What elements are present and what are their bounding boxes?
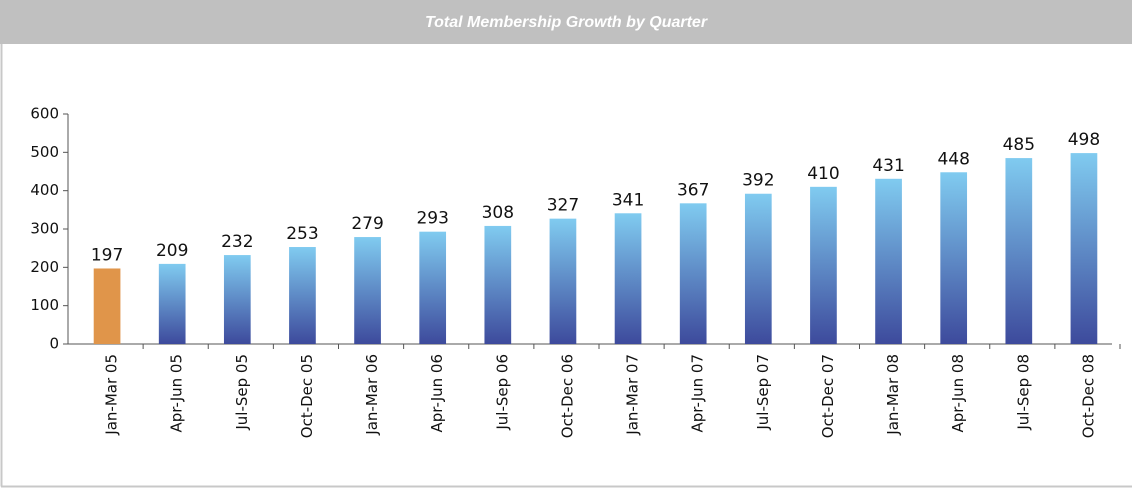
- value-label: 232: [221, 232, 253, 252]
- header-bar: [0, 0, 1132, 44]
- bar: [679, 203, 707, 344]
- x-tick-label: Oct-Dec 08: [1079, 354, 1097, 438]
- bar: [875, 178, 902, 344]
- value-label: 279: [351, 214, 383, 234]
- x-tick-label: Jul-Sep 07: [754, 354, 772, 431]
- value-label: 367: [677, 180, 709, 200]
- x-tick-label: Oct-Dec 05: [298, 354, 316, 438]
- x-tick-label: Oct-Dec 07: [819, 354, 837, 438]
- value-label: 431: [872, 156, 904, 176]
- bar: [93, 268, 121, 344]
- bar: [614, 213, 642, 344]
- x-tick-label: Jan-Mar 05: [103, 354, 121, 436]
- bar: [289, 247, 316, 344]
- value-label: 327: [547, 196, 579, 216]
- y-tick-label: 400: [30, 181, 59, 199]
- value-label: 410: [807, 164, 839, 184]
- value-label: 341: [612, 190, 644, 210]
- x-tick-label: Jul-Sep 08: [1014, 354, 1032, 431]
- x-tick-label: Jan-Mar 07: [624, 354, 642, 436]
- value-label: 293: [416, 209, 448, 229]
- x-tick-label: Apr-Jun 05: [168, 354, 186, 433]
- y-tick-label: 500: [30, 143, 59, 161]
- value-label: 448: [937, 149, 969, 169]
- x-tick-label: Jul-Sep 05: [233, 354, 251, 431]
- bar: [810, 186, 837, 344]
- y-tick-label: 200: [30, 258, 59, 276]
- bar: [419, 231, 447, 344]
- bar: [223, 255, 251, 344]
- value-label: 392: [742, 171, 774, 191]
- x-tick-label: Apr-Jun 07: [689, 354, 707, 433]
- bar: [1070, 153, 1098, 344]
- x-tick-label: Jan-Mar 06: [363, 354, 381, 436]
- y-tick-label: 300: [30, 220, 59, 238]
- value-label: 308: [482, 203, 514, 223]
- value-label: 197: [91, 245, 123, 265]
- value-label: 209: [156, 241, 188, 261]
- bar: [158, 263, 186, 344]
- bar: [744, 193, 772, 344]
- x-tick-label: Apr-Jun 06: [428, 354, 446, 433]
- chart-title: Total Membership Growth by Quarter: [425, 14, 708, 31]
- bar: [354, 237, 381, 344]
- value-label: 498: [1068, 130, 1100, 150]
- x-tick-label: Jul-Sep 06: [493, 354, 511, 431]
- x-tick-label: Apr-Jun 08: [949, 354, 967, 433]
- y-tick-label: 600: [30, 105, 59, 123]
- value-label: 485: [1003, 135, 1035, 155]
- bar: [484, 225, 512, 344]
- y-tick-label: 0: [49, 335, 59, 353]
- bar: [549, 218, 577, 344]
- x-tick-label: Jan-Mar 08: [884, 354, 902, 436]
- y-tick-label: 100: [30, 296, 59, 314]
- bar: [1005, 158, 1033, 344]
- bar: [940, 172, 968, 344]
- x-tick-label: Oct-Dec 06: [558, 354, 576, 438]
- value-label: 253: [286, 224, 318, 244]
